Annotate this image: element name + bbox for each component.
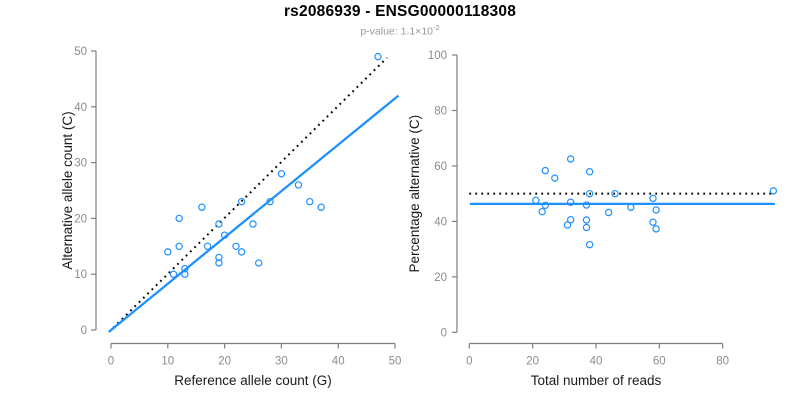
data-point — [652, 206, 660, 214]
data-point — [169, 270, 178, 278]
data-point — [563, 221, 572, 229]
y-tick-label: 80 — [434, 105, 447, 117]
data-point — [175, 242, 183, 250]
data-point — [652, 225, 660, 233]
data-point — [249, 220, 257, 228]
data-point — [237, 197, 246, 206]
data-point — [237, 248, 246, 256]
x-tick-label: 50 — [389, 356, 402, 368]
data-point — [532, 196, 540, 205]
x-axis-title: Total number of reads — [531, 373, 662, 388]
identity-line — [112, 56, 388, 329]
y-tick-label: 100 — [428, 50, 447, 62]
y-tick-label: 10 — [74, 269, 87, 281]
data-point — [566, 198, 575, 206]
data-point — [585, 168, 594, 176]
y-axis-title: Alternative allele count (C) — [60, 111, 75, 269]
data-point — [215, 253, 223, 262]
x-tick-label: 10 — [161, 356, 174, 368]
y-tick-label: 50 — [74, 46, 87, 58]
data-point — [232, 242, 240, 250]
p-value-subtitle: p-value: 1.1×10-2 — [0, 23, 800, 38]
data-point — [551, 174, 559, 182]
x-tick-label: 30 — [275, 356, 288, 368]
data-point — [203, 242, 212, 250]
data-point — [374, 52, 382, 61]
y-tick-label: 40 — [74, 102, 87, 114]
data-point — [585, 240, 594, 249]
data-point — [604, 208, 613, 217]
data-point — [294, 181, 303, 189]
data-point — [220, 231, 229, 239]
x-tick-label: 20 — [526, 356, 539, 368]
y-axis-title: Percentage alternative (C) — [407, 115, 422, 273]
y-tick-label: 40 — [434, 216, 447, 228]
data-point — [769, 187, 778, 195]
x-tick-label: 60 — [653, 356, 666, 368]
data-point — [566, 216, 575, 224]
data-point — [254, 259, 263, 267]
data-point — [317, 203, 325, 211]
data-point — [627, 203, 635, 211]
data-point — [585, 189, 594, 198]
x-tick-label: 80 — [716, 356, 729, 368]
y-tick-label: 30 — [74, 158, 87, 170]
x-tick-label: 40 — [332, 356, 345, 368]
x-tick-label: 0 — [108, 356, 114, 368]
data-point — [582, 223, 591, 232]
data-point — [175, 214, 183, 223]
x-tick-label: 0 — [466, 356, 472, 368]
y-tick-label: 20 — [434, 272, 447, 284]
data-point — [649, 218, 657, 226]
data-point — [181, 270, 189, 278]
right-plot: 0 20 40 60 80 Total number of reads 0 20 40 60 80 1… — [407, 50, 778, 388]
y-tick-label: 0 — [441, 327, 447, 339]
p-value-text: p-value: 1.1×10 — [360, 25, 433, 38]
plot-title: rs2086939 - ENSG00000118308 — [283, 3, 517, 20]
y-tick-label: 20 — [74, 213, 87, 225]
y-tick-label: 60 — [434, 161, 447, 173]
data-point — [582, 216, 591, 224]
left-plot: 0 10 20 30 40 50 Reference allele count (G) 0 10… — [60, 46, 401, 388]
x-tick-label: 20 — [218, 356, 231, 368]
p-value-exponent: -2 — [433, 23, 440, 32]
data-point — [538, 207, 546, 216]
y-tick-label: 0 — [81, 325, 87, 337]
data-point — [611, 189, 619, 198]
data-point — [566, 155, 575, 163]
data-point — [306, 197, 314, 206]
x-tick-label: 40 — [590, 356, 603, 368]
data-point — [582, 201, 591, 209]
data-point — [277, 170, 286, 178]
data-point — [541, 201, 550, 209]
data-point — [266, 197, 274, 206]
data-point — [164, 248, 172, 256]
fit-line — [108, 94, 400, 333]
data-point — [181, 264, 189, 273]
data-point — [215, 220, 223, 228]
data-point — [541, 166, 550, 175]
x-axis-title: Reference allele count (G) — [174, 373, 332, 388]
data-point — [215, 259, 223, 267]
data-point — [198, 203, 206, 211]
data-point — [649, 194, 657, 203]
